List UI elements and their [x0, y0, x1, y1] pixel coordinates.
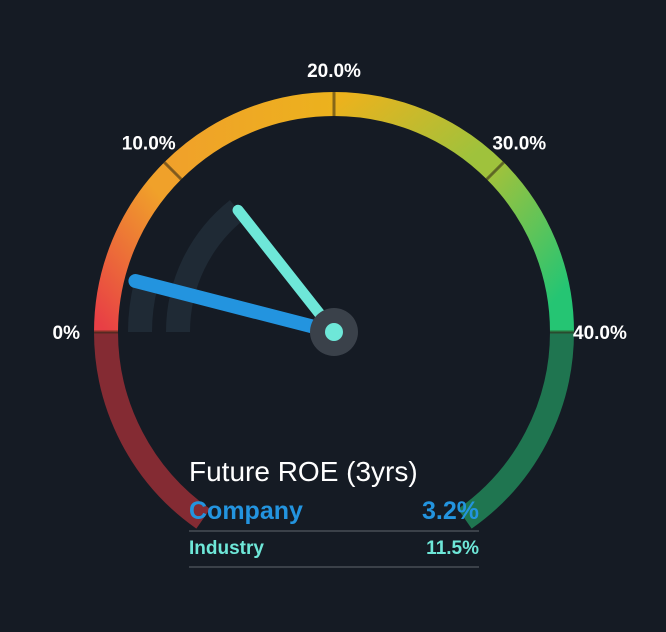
- industry-value: 11.5%: [426, 538, 479, 559]
- legend-row-company: Company 3.2%: [189, 492, 479, 532]
- tick-mark: [485, 161, 505, 181]
- gauge-hub-center: [325, 323, 343, 341]
- company-value: 3.2%: [422, 496, 479, 525]
- needle-industry: [232, 204, 340, 338]
- gauge-band-1: [164, 92, 335, 180]
- tick-mark: [163, 161, 183, 181]
- tick-label: 30.0%: [492, 134, 546, 155]
- tick-label: 10.0%: [122, 134, 176, 155]
- lower-arc-left: [94, 331, 211, 529]
- gauge-band-2: [333, 92, 504, 180]
- industry-label: Industry: [189, 538, 264, 559]
- tick-label: 40.0%: [573, 323, 627, 344]
- legend-row-industry: Industry 11.5%: [189, 532, 479, 568]
- company-label: Company: [189, 496, 303, 525]
- lower-arc-right: [457, 331, 574, 529]
- gauge-band-3: [486, 162, 574, 333]
- legend: Future ROE (3yrs) Company 3.2% Industry …: [189, 452, 479, 568]
- track-industry: [166, 200, 246, 333]
- tick-label: 20.0%: [307, 61, 361, 82]
- gauge-band-0: [94, 162, 182, 333]
- tick-label: 0%: [53, 323, 81, 344]
- needle-company: [128, 274, 341, 339]
- track-company: [128, 280, 158, 333]
- chart-title: Future ROE (3yrs): [189, 456, 418, 487]
